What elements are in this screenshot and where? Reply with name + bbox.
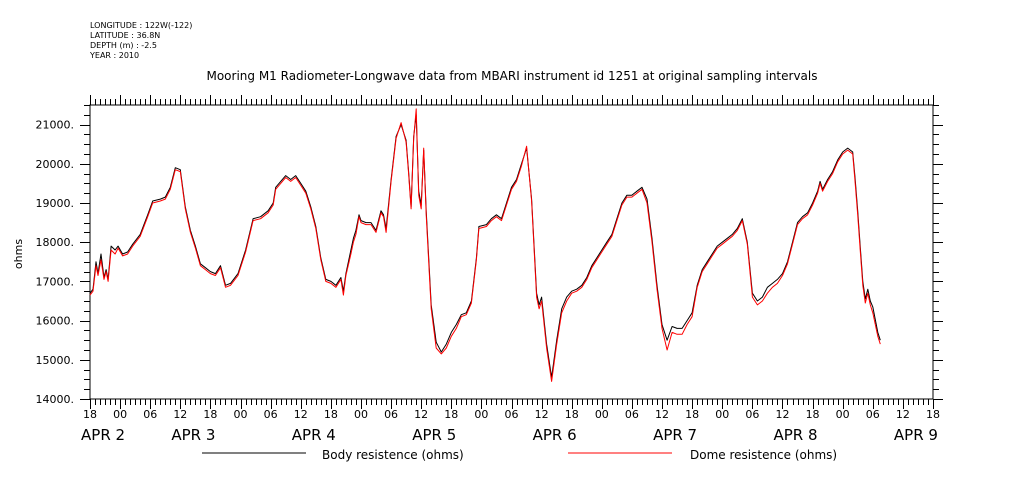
x-tick-label: 18 [926, 408, 940, 421]
y-tick-label: 17000. [36, 275, 75, 288]
series-line-dome [89, 108, 881, 382]
x-tick-label: 06 [505, 408, 519, 421]
x-date-label: APR 7 [653, 426, 697, 444]
legend: Body resistence (ohms) Dome resistence (… [202, 448, 837, 462]
y-tick-label: 21000. [36, 119, 75, 132]
x-tick-label: 06 [625, 408, 639, 421]
x-date-label: APR 4 [292, 426, 336, 444]
y-ticks: 14000. 15000. 16000. 17000. 18000. 19000. 2000… [36, 105, 943, 406]
x-tick-label: 12 [775, 408, 789, 421]
x-tick-label: 00 [595, 408, 609, 421]
legend-label-dome: Dome resistence (ohms) [690, 448, 837, 462]
series-layer [89, 108, 881, 382]
x-tick-label: 12 [173, 408, 187, 421]
x-tick-label: 06 [384, 408, 398, 421]
y-tick-label: 14000. [36, 393, 75, 406]
x-tick-label: 06 [866, 408, 880, 421]
x-tick-label: 18 [324, 408, 338, 421]
x-tick-label: 12 [535, 408, 549, 421]
metadata-block: LONGITUDE : 122W(-122) LATITUDE : 36.8N … [90, 21, 192, 61]
y-tick-label: 18000. [36, 236, 75, 249]
x-tick-label: 00 [715, 408, 729, 421]
y-axis-label: ohms [12, 239, 25, 269]
x-tick-label: 18 [444, 408, 458, 421]
x-tick-label: 18 [565, 408, 579, 421]
plot-frame [89, 104, 934, 400]
x-date-label: APR 5 [412, 426, 456, 444]
y-tick-label: 15000. [36, 354, 75, 367]
series-line-body [89, 114, 881, 378]
x-date-label: APR 6 [533, 426, 577, 444]
legend-label-body: Body resistence (ohms) [322, 448, 464, 462]
x-date-label: APR 2 [81, 426, 125, 444]
x-tick-label: 00 [354, 408, 368, 421]
x-tick-label: 18 [806, 408, 820, 421]
latitude-label: LATITUDE : 36.8N [90, 31, 161, 40]
x-tick-label: 06 [264, 408, 278, 421]
x-tick-label: 12 [896, 408, 910, 421]
x-tick-label: 12 [414, 408, 428, 421]
x-tick-label: 00 [836, 408, 850, 421]
x-tick-label: 18 [203, 408, 217, 421]
plot-area: 18 00 06 12 18 00 06 12 18 00 06 12 18 00 06 12 18 00 06 12… [36, 95, 943, 444]
x-tick-label: 18 [685, 408, 699, 421]
hour-ticks [90, 95, 934, 409]
chart-title: Mooring M1 Radiometer-Longwave data from… [206, 69, 817, 83]
y-tick-label: 20000. [36, 158, 75, 171]
x-tick-label: 18 [83, 408, 97, 421]
x-tick-label: 06 [143, 408, 157, 421]
year-label: YEAR : 2010 [90, 51, 140, 60]
x-tick-label: 00 [474, 408, 488, 421]
x-date-label: APR 8 [773, 426, 817, 444]
y-tick-label: 19000. [36, 197, 75, 210]
x-tick-label: 00 [113, 408, 127, 421]
x-date-label: APR 3 [171, 426, 215, 444]
depth-label: DEPTH (m) : -2.5 [90, 41, 157, 50]
longitude-label: LONGITUDE : 122W(-122) [90, 21, 193, 30]
x-tick-label: 12 [655, 408, 669, 421]
x-date-label: APR 9 [894, 426, 938, 444]
x-tick-label: 12 [294, 408, 308, 421]
y-tick-label: 16000. [36, 315, 75, 328]
x-tick-label: 00 [234, 408, 248, 421]
x-tick-label: 06 [745, 408, 759, 421]
